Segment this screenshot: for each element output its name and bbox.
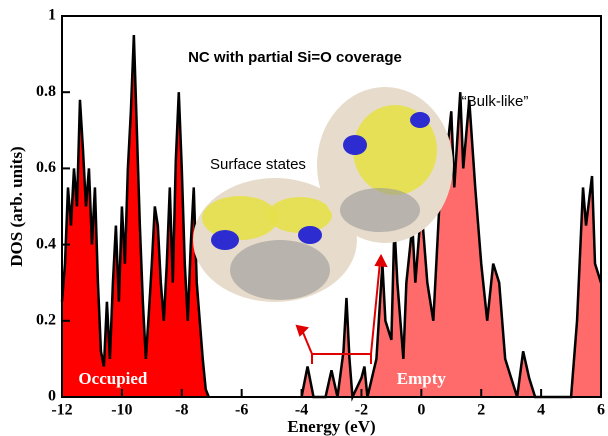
y-tick-label: 0.8 [36,83,56,100]
y-tick-label: 1 [48,7,56,24]
annotation: Surface states [210,156,306,173]
x-tick-label: -8 [175,402,188,419]
chart-title: NC with partial Si=O coverage [188,49,402,66]
y-tick-label: 0.6 [36,159,56,176]
region-label: Empty [397,369,447,388]
x-tick-label: 4 [537,402,545,419]
y-tick-label: 0.2 [36,311,56,328]
y-tick-label: 0 [48,388,56,405]
chart: OccupiedEmpty-12-10-8-6-4-2024600.20.40.… [0,0,608,436]
y-tick-label: 0.4 [36,235,56,252]
region-label: Occupied [78,369,147,388]
molecule-bulk [317,87,453,243]
x-tick-label: 0 [417,402,425,419]
annotation: “Bulk-like” [462,93,529,110]
x-tick-label: 2 [477,402,485,419]
x-tick-label: 6 [597,402,605,419]
x-tick-label: -6 [235,402,248,419]
y-axis-label: DOS (arb. units) [7,146,26,266]
x-axis-label: Energy (eV) [287,417,375,436]
x-tick-label: -10 [111,402,132,419]
